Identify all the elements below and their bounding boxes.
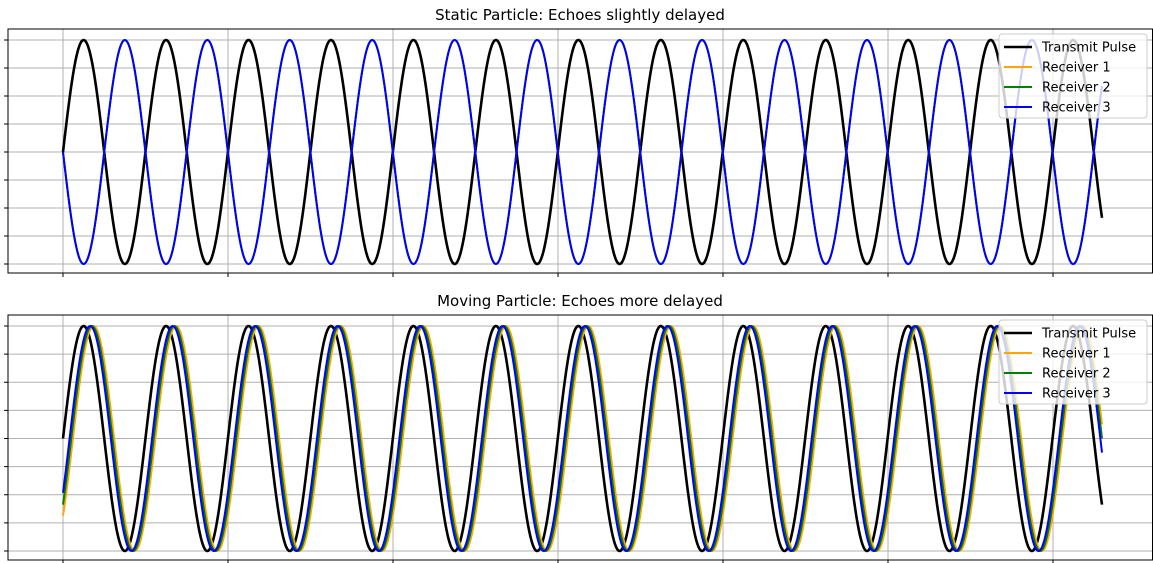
- legend-label: Receiver 2: [1042, 367, 1111, 382]
- legend: Transmit Pulse Receiver 1 Receiver 2 Receiv…: [998, 319, 1148, 405]
- panel-title: Moving Particle: Echoes more delayed: [437, 292, 723, 310]
- series-line-receiver-2: [62, 325, 1103, 552]
- legend-label: Receiver 2: [1042, 81, 1111, 96]
- legend-label: Receiver 1: [1042, 61, 1111, 76]
- plot-lines: [61, 324, 1104, 553]
- legend-box: [998, 33, 1148, 119]
- series-line-receiver-3: [62, 39, 1103, 265]
- legend-label: Transmit Pulse: [1041, 41, 1136, 56]
- panel-moving-particle: Moving Particle: Echoes more delayed Tra…: [4, 292, 1153, 563]
- legend-box: [998, 319, 1148, 405]
- legend-label: Receiver 3: [1042, 101, 1111, 116]
- series-line-receiver-3: [62, 325, 1103, 552]
- series-line-receiver-1: [62, 325, 1103, 552]
- legend-label: Receiver 3: [1042, 387, 1111, 402]
- ticks: [4, 39, 1054, 277]
- ticks: [4, 325, 1054, 563]
- legend-label: Transmit Pulse: [1041, 327, 1136, 342]
- panel-title: Static Particle: Echoes slightly delayed: [435, 6, 725, 24]
- plot-lines: [61, 38, 1104, 266]
- panel-static-particle: Static Particle: Echoes slightly delayed…: [4, 6, 1153, 277]
- legend: Transmit Pulse Receiver 1 Receiver 2 Receiv…: [998, 33, 1148, 119]
- legend-label: Receiver 1: [1042, 347, 1111, 362]
